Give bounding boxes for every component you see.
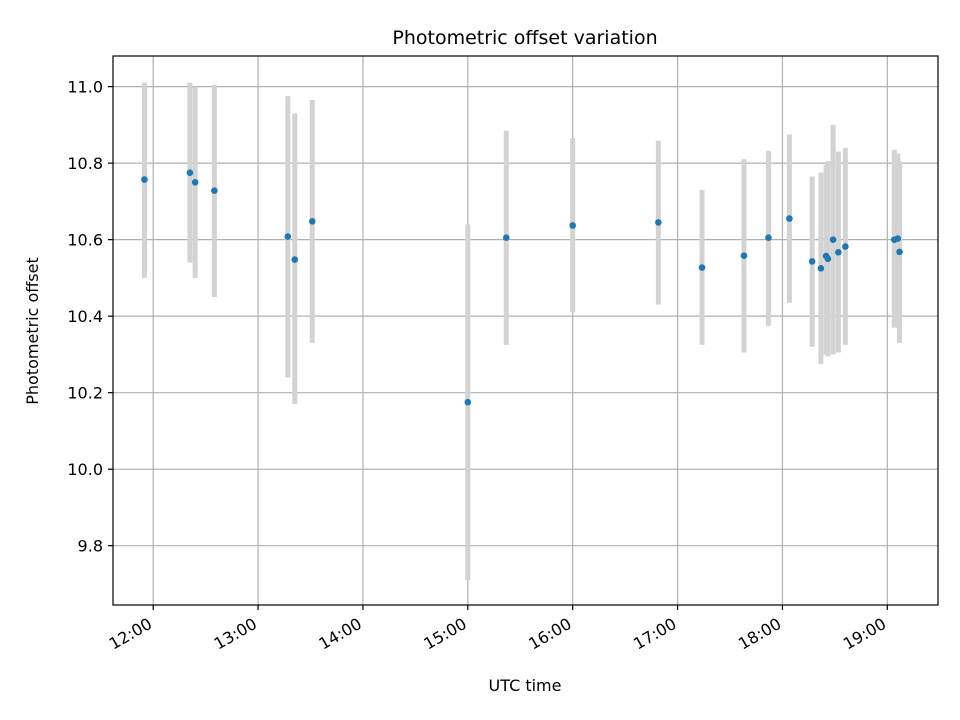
data-point [464,398,472,406]
data-point [808,258,816,265]
y-tick-label: 10.4 [67,307,103,326]
y-tick-label: 9.8 [78,537,103,556]
y-tick-label: 10.2 [67,384,103,403]
data-point [655,219,662,226]
data-point [817,265,825,272]
data-point [786,215,793,222]
data-point [896,248,903,256]
y-tick-label: 11.0 [67,78,103,97]
data-point [894,235,902,242]
data-point [765,234,772,242]
y-tick-label: 10.0 [67,460,103,479]
data-point [502,234,510,242]
data-point [842,243,849,250]
y-tick-label: 10.6 [67,231,103,250]
grid [113,56,938,605]
y-axis-ticks: 9.8 10.0 10.2 10.4 10.6 10.8 11.0 [67,78,113,556]
data-point [308,217,316,225]
data-point [829,236,837,243]
data-point [284,233,292,240]
chart-title: Photometric offset variation [392,27,657,49]
data-point [740,252,748,260]
data-point [291,256,299,263]
data-point [835,248,842,256]
data-points [141,169,903,406]
data-point [569,222,576,229]
data-point [141,176,148,183]
data-point [698,264,706,271]
data-point [186,169,194,176]
data-point [191,178,199,186]
y-tick-label: 10.8 [67,154,103,173]
data-point [211,187,218,194]
plot-frame [112,55,939,606]
y-axis-label: Photometric offset [23,257,42,405]
x-axis-label: UTC time [489,676,562,695]
data-point [824,255,832,263]
